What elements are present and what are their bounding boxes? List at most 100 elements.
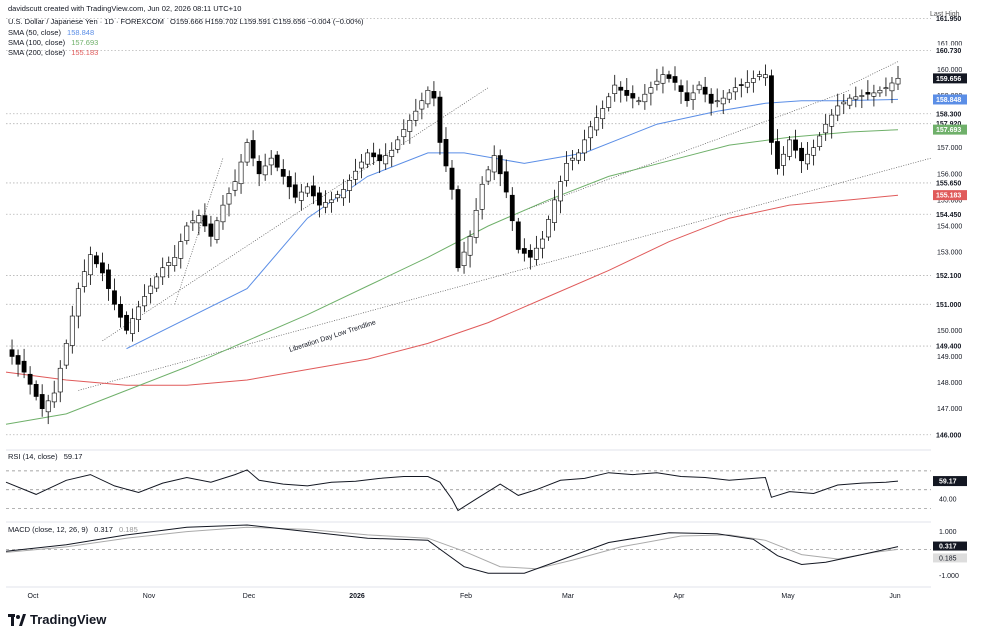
sma50-line — [126, 98, 899, 350]
sma50-label: SMA (50, close) — [8, 28, 61, 37]
candle-body-35 — [214, 220, 220, 240]
price-badge-bg-1 — [933, 94, 967, 105]
price-badge-3: 155.183 — [936, 193, 961, 200]
candle-body-41 — [250, 140, 256, 159]
candle-body-6 — [39, 394, 45, 409]
candle-body-68 — [413, 110, 419, 121]
level-badge-bg-6 — [933, 270, 967, 281]
candle-body-59 — [359, 161, 365, 169]
legend-sma100[interactable]: SMA (100, close) 157.693 — [8, 38, 102, 47]
candle-body-58 — [353, 170, 358, 180]
attribution: davidscutt created with TradingView.com,… — [8, 4, 242, 13]
price-badges: 159.656 158.848 157.693 155.183 — [933, 73, 967, 201]
candle-body-27 — [166, 262, 172, 266]
x-tick-4: Feb — [460, 593, 472, 600]
rsi-tick-40: 40.00 — [939, 497, 957, 504]
candle-body-145 — [877, 89, 883, 94]
level-badge-1: 160.730 — [936, 48, 961, 55]
sma50-value: 158.848 — [67, 28, 95, 37]
x-tick-8: Jun — [889, 593, 900, 600]
candle-body-110 — [666, 74, 672, 79]
candle-body-13 — [81, 271, 87, 287]
level-badge-7: 151.000 — [936, 302, 961, 309]
candle-body-75 — [455, 189, 461, 269]
candle-body-48 — [292, 184, 298, 198]
legend-sma50[interactable]: SMA (50, close) 158.848 — [8, 28, 98, 37]
candle-body-86 — [521, 248, 527, 254]
time-axis[interactable]: Oct Nov Dec 2026 Feb Mar Apr May Jun — [6, 586, 931, 600]
candle-body-36 — [220, 204, 226, 223]
candle-body-125 — [756, 74, 762, 77]
level-badge-9: 146.000 — [936, 432, 961, 439]
candle-body-24 — [148, 285, 154, 294]
candle-body-78 — [473, 210, 479, 238]
candle-body-119 — [720, 97, 726, 105]
candle-body-108 — [654, 80, 660, 85]
candle-body-98 — [594, 117, 600, 131]
candle-body-9 — [57, 367, 63, 393]
trendline-4 — [849, 61, 899, 86]
legend-rsi[interactable]: RSI (14, close) 59.17 — [8, 452, 86, 461]
brand-name: TradingView — [30, 612, 107, 627]
candle-body-16 — [100, 262, 105, 274]
legend-sma200[interactable]: SMA (200, close) 155.183 — [8, 48, 102, 57]
y-tick-14: 147.000 — [937, 406, 962, 413]
sma200-value: 155.183 — [71, 48, 99, 57]
price-badge-bg-2 — [933, 124, 967, 135]
candle-body-57 — [347, 180, 352, 191]
macd-tick-1: 1.000 — [939, 529, 957, 536]
candle-body-52 — [316, 192, 322, 206]
level-badge-bg-7 — [933, 299, 967, 310]
candle-body-64 — [389, 150, 395, 157]
candle-body-66 — [401, 129, 407, 138]
rsi-value: 59.17 — [63, 452, 83, 461]
candle-body-144 — [871, 92, 877, 97]
candle-body-141 — [853, 96, 859, 100]
trendlines — [78, 61, 932, 391]
candle-body-34 — [208, 223, 214, 237]
candle-body-55 — [335, 194, 340, 199]
candle-body-91 — [552, 199, 557, 223]
candle-body-87 — [527, 249, 533, 258]
y-tick-7: 154.000 — [937, 224, 962, 231]
candle-body-107 — [648, 87, 654, 94]
macd-signal-line — [5, 526, 899, 570]
candle-body-101 — [612, 84, 618, 94]
y-tick-6: 155.000 — [937, 197, 962, 204]
level-badge-bg-1 — [933, 45, 967, 56]
y-tick-8: 153.000 — [937, 250, 962, 257]
candle-body-95 — [576, 152, 581, 161]
candle-body-148 — [895, 77, 901, 85]
candle-body-72 — [437, 96, 443, 143]
x-tick-1: Nov — [143, 593, 156, 600]
candle-body-30 — [184, 225, 190, 241]
candle-body-31 — [190, 220, 196, 224]
candle-body-4 — [27, 373, 33, 385]
legend-macd[interactable]: MACD (close, 12, 26, 9) 0.317 0.185 — [8, 525, 142, 534]
macd-badge-bg — [933, 541, 967, 551]
candle-body-46 — [280, 169, 286, 177]
candle-body-62 — [377, 154, 383, 162]
candle-body-142 — [859, 95, 865, 97]
candle-body-138 — [835, 105, 841, 116]
candle-body-106 — [642, 93, 648, 103]
rsi-pane: 59.17 40.00 — [5, 449, 967, 512]
rsi-line — [5, 469, 899, 512]
candle-body-38 — [232, 181, 238, 191]
candle-body-92 — [558, 181, 563, 202]
candle-body-19 — [118, 303, 123, 318]
price-badge-0: 159.656 — [936, 76, 961, 83]
rsi-badge: 59.17 — [939, 479, 957, 486]
candle-body-84 — [509, 194, 515, 222]
candle-body-90 — [546, 219, 551, 238]
candle-body-69 — [419, 100, 425, 110]
candle-body-76 — [461, 251, 467, 266]
candle-body-118 — [714, 100, 720, 103]
candles — [9, 64, 901, 425]
candle-body-132 — [799, 147, 804, 162]
candle-body-43 — [262, 165, 268, 176]
tradingview-logo[interactable]: TradingView — [8, 612, 106, 627]
macd-badge: 0.317 — [939, 544, 957, 551]
trendline-1 — [102, 87, 489, 342]
